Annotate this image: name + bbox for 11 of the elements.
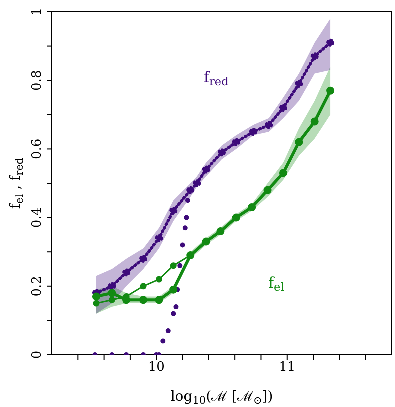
y-tick-label: 1 <box>30 8 45 16</box>
text: f$_{red}$ <box>204 68 229 89</box>
x-axis-title: log$_{10}$(ℳ [ℳ$_{⊙}$]) <box>170 389 274 407</box>
y-tick-label: 0.2 <box>30 276 45 297</box>
y-tick-label: 0 <box>30 350 45 360</box>
x-tick-label: 11 <box>279 360 296 376</box>
y-tick-label: 0.6 <box>30 138 45 160</box>
text: f$_{el}$ <box>268 274 285 294</box>
y-tick-label: 0.8 <box>30 70 45 91</box>
y-tick-label: 0.4 <box>30 207 45 228</box>
x-tick-label: 10 <box>148 360 165 376</box>
